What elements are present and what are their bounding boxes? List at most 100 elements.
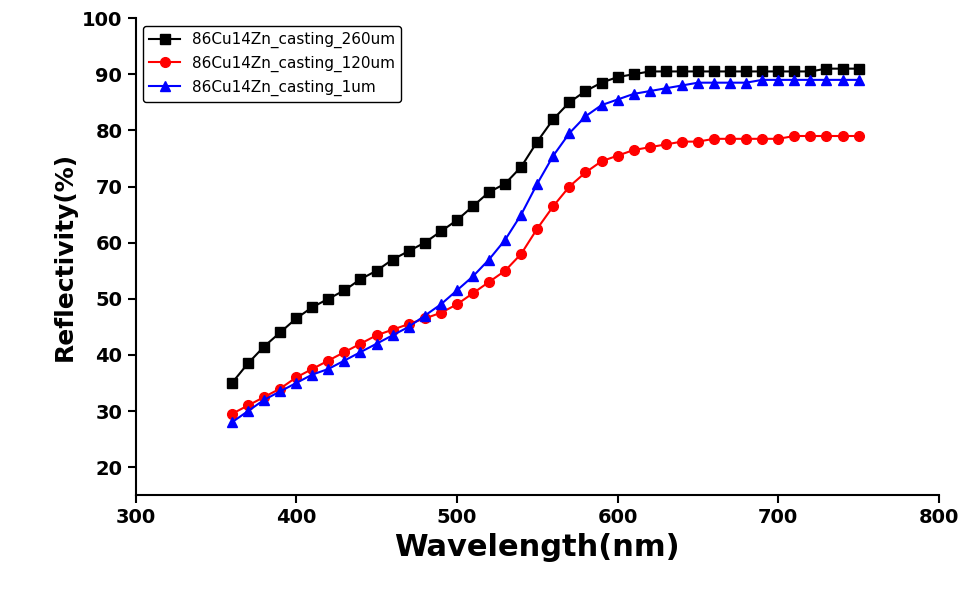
86Cu14Zn_casting_120um	[548, 202, 560, 210]
86Cu14Zn_casting_260um	[403, 248, 414, 255]
86Cu14Zn_casting_120um	[227, 410, 238, 417]
86Cu14Zn_casting_260um	[387, 256, 399, 263]
86Cu14Zn_casting_120um	[290, 374, 302, 381]
86Cu14Zn_casting_120um	[660, 141, 672, 148]
86Cu14Zn_casting_1um	[692, 79, 704, 86]
86Cu14Zn_casting_260um	[242, 360, 254, 367]
86Cu14Zn_casting_260um	[531, 138, 543, 145]
86Cu14Zn_casting_1um	[468, 273, 479, 280]
86Cu14Zn_casting_260um	[419, 239, 431, 246]
86Cu14Zn_casting_120um	[836, 132, 848, 140]
86Cu14Zn_casting_260um	[821, 65, 832, 72]
86Cu14Zn_casting_120um	[322, 357, 334, 364]
86Cu14Zn_casting_1um	[724, 79, 736, 86]
86Cu14Zn_casting_1um	[515, 211, 527, 218]
86Cu14Zn_casting_1um	[853, 76, 864, 83]
86Cu14Zn_casting_260um	[258, 343, 270, 350]
86Cu14Zn_casting_1um	[676, 82, 687, 89]
86Cu14Zn_casting_260um	[354, 275, 366, 283]
86Cu14Zn_casting_1um	[483, 256, 495, 263]
86Cu14Zn_casting_1um	[709, 79, 720, 86]
86Cu14Zn_casting_1um	[612, 96, 623, 103]
86Cu14Zn_casting_1um	[741, 79, 752, 86]
86Cu14Zn_casting_120um	[419, 315, 431, 322]
86Cu14Zn_casting_120um	[595, 158, 607, 165]
86Cu14Zn_casting_260um	[499, 180, 511, 187]
86Cu14Zn_casting_120um	[354, 340, 366, 347]
86Cu14Zn_casting_1um	[772, 76, 784, 83]
86Cu14Zn_casting_1um	[435, 301, 446, 308]
86Cu14Zn_casting_260um	[483, 188, 495, 196]
86Cu14Zn_casting_1um	[628, 90, 640, 97]
86Cu14Zn_casting_260um	[804, 68, 816, 75]
86Cu14Zn_casting_260um	[468, 202, 479, 210]
86Cu14Zn_casting_120um	[741, 135, 752, 143]
86Cu14Zn_casting_120um	[709, 135, 720, 143]
86Cu14Zn_casting_1um	[290, 379, 302, 387]
86Cu14Zn_casting_260um	[772, 68, 784, 75]
86Cu14Zn_casting_120um	[853, 132, 864, 140]
86Cu14Zn_casting_260um	[628, 71, 640, 78]
86Cu14Zn_casting_120um	[821, 132, 832, 140]
86Cu14Zn_casting_260um	[724, 68, 736, 75]
86Cu14Zn_casting_120um	[531, 225, 543, 233]
Line: 86Cu14Zn_casting_1um: 86Cu14Zn_casting_1um	[227, 75, 863, 427]
86Cu14Zn_casting_1um	[836, 76, 848, 83]
Legend: 86Cu14Zn_casting_260um, 86Cu14Zn_casting_120um, 86Cu14Zn_casting_1um: 86Cu14Zn_casting_260um, 86Cu14Zn_casting…	[143, 26, 402, 102]
86Cu14Zn_casting_260um	[274, 329, 286, 336]
86Cu14Zn_casting_120um	[756, 135, 768, 143]
86Cu14Zn_casting_1um	[274, 388, 286, 395]
86Cu14Zn_casting_1um	[660, 85, 672, 92]
86Cu14Zn_casting_1um	[595, 101, 607, 109]
86Cu14Zn_casting_120um	[628, 146, 640, 153]
86Cu14Zn_casting_1um	[789, 76, 801, 83]
86Cu14Zn_casting_120um	[724, 135, 736, 143]
86Cu14Zn_casting_1um	[322, 365, 334, 373]
86Cu14Zn_casting_260um	[580, 88, 591, 95]
86Cu14Zn_casting_1um	[387, 332, 399, 339]
86Cu14Zn_casting_120um	[772, 135, 784, 143]
86Cu14Zn_casting_120um	[789, 132, 801, 140]
86Cu14Zn_casting_260um	[451, 217, 463, 224]
86Cu14Zn_casting_120um	[274, 385, 286, 392]
86Cu14Zn_casting_120um	[804, 132, 816, 140]
86Cu14Zn_casting_260um	[741, 68, 752, 75]
86Cu14Zn_casting_1um	[531, 180, 543, 187]
86Cu14Zn_casting_260um	[836, 65, 848, 72]
86Cu14Zn_casting_1um	[242, 408, 254, 415]
86Cu14Zn_casting_1um	[451, 287, 463, 294]
86Cu14Zn_casting_120um	[515, 250, 527, 257]
86Cu14Zn_casting_260um	[692, 68, 704, 75]
86Cu14Zn_casting_120um	[307, 365, 318, 373]
86Cu14Zn_casting_260um	[339, 287, 350, 294]
86Cu14Zn_casting_260um	[515, 163, 527, 170]
86Cu14Zn_casting_120um	[339, 349, 350, 356]
86Cu14Zn_casting_1um	[403, 323, 414, 330]
86Cu14Zn_casting_120um	[468, 289, 479, 297]
86Cu14Zn_casting_260um	[676, 68, 687, 75]
86Cu14Zn_casting_1um	[354, 349, 366, 356]
86Cu14Zn_casting_1um	[499, 236, 511, 243]
86Cu14Zn_casting_260um	[853, 65, 864, 72]
86Cu14Zn_casting_120um	[644, 144, 655, 151]
86Cu14Zn_casting_1um	[756, 76, 768, 83]
86Cu14Zn_casting_260um	[322, 295, 334, 303]
86Cu14Zn_casting_120um	[612, 152, 623, 159]
86Cu14Zn_casting_1um	[804, 76, 816, 83]
86Cu14Zn_casting_260um	[290, 315, 302, 322]
Line: 86Cu14Zn_casting_120um: 86Cu14Zn_casting_120um	[227, 131, 863, 419]
86Cu14Zn_casting_260um	[660, 68, 672, 75]
86Cu14Zn_casting_260um	[435, 228, 446, 235]
86Cu14Zn_casting_120um	[483, 278, 495, 286]
86Cu14Zn_casting_120um	[387, 326, 399, 333]
86Cu14Zn_casting_120um	[676, 138, 687, 145]
86Cu14Zn_casting_1um	[227, 419, 238, 426]
86Cu14Zn_casting_1um	[307, 371, 318, 378]
86Cu14Zn_casting_260um	[789, 68, 801, 75]
86Cu14Zn_casting_260um	[709, 68, 720, 75]
86Cu14Zn_casting_120um	[692, 138, 704, 145]
86Cu14Zn_casting_120um	[580, 169, 591, 176]
86Cu14Zn_casting_120um	[435, 309, 446, 316]
86Cu14Zn_casting_1um	[339, 357, 350, 364]
86Cu14Zn_casting_1um	[644, 88, 655, 95]
